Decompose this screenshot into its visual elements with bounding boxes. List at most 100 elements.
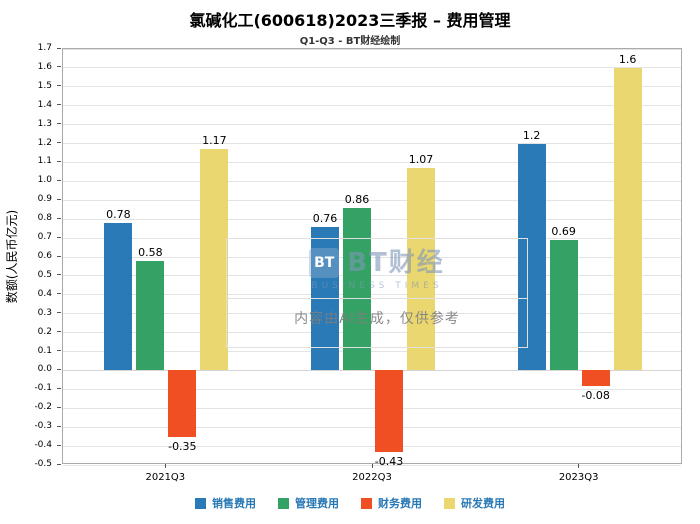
gridline <box>63 86 681 88</box>
watermark-brand-row: BT BT财经 <box>309 248 445 278</box>
legend-label-selling-expense: 销售费用 <box>212 497 256 510</box>
y-tick-label: 1.0 <box>37 175 52 186</box>
legend-item-finance-expense: 财务费用 <box>361 495 422 511</box>
legend-item-admin-expense: 管理费用 <box>278 495 339 511</box>
x-tick-label: 2023Q3 <box>558 472 599 483</box>
bar-rd-expense-2022Q3 <box>407 168 435 371</box>
y-tick-label: 1.6 <box>37 61 52 72</box>
y-tick-mark <box>57 142 61 144</box>
y-tick-label: 0.8 <box>37 213 52 224</box>
legend: 销售费用 管理费用 财务费用 研发费用 <box>0 495 700 511</box>
plot-area: 0.78 0.58 -0.35 1.17 0.76 0.86 -0.43 1.07 1.2 0.6… <box>62 48 682 468</box>
legend-swatch-admin-expense <box>278 497 289 509</box>
legend-label-rd-expense: 研发费用 <box>461 497 505 510</box>
y-tick-mark <box>57 217 61 219</box>
gridline <box>63 313 681 315</box>
y-tick-mark <box>57 236 61 238</box>
watermark-disclaimer: 内容由AI生成，仅供参考 <box>227 298 527 328</box>
bar-selling-expense-2023Q3 <box>517 143 546 371</box>
x-tick-label: 2021Q3 <box>145 472 186 483</box>
bar-admin-expense-2022Q3 <box>343 207 371 371</box>
y-tick-mark <box>57 444 61 446</box>
gridline <box>63 218 681 220</box>
y-tick-label: 1.5 <box>37 80 52 91</box>
bar-value-label: 0.86 <box>344 192 370 206</box>
gridline <box>63 369 681 371</box>
y-tick-mark <box>57 368 61 370</box>
y-tick-mark <box>57 66 61 68</box>
y-tick-label: 0.5 <box>37 269 52 280</box>
gridline <box>63 294 681 296</box>
y-tick-mark <box>57 406 61 408</box>
y-tick-label: 0.7 <box>37 232 52 243</box>
y-tick-mark <box>57 47 61 49</box>
y-tick-label: 0.6 <box>37 251 52 261</box>
y-tick-mark <box>57 85 61 87</box>
bar-selling-expense-2021Q3 <box>104 222 133 371</box>
gridline <box>63 388 681 390</box>
y-tick-mark <box>57 123 61 125</box>
y-tick-mark <box>57 331 61 333</box>
gridline <box>63 161 681 163</box>
bar-value-label: 1.17 <box>202 134 227 148</box>
bar-value-label: -0.43 <box>374 454 404 468</box>
y-tick-mark <box>57 425 61 427</box>
y-tick-label: -0.2 <box>34 402 52 413</box>
y-tick-label: 1.7 <box>37 43 52 53</box>
gridline <box>63 426 681 428</box>
legend-swatch-rd-expense <box>444 497 455 509</box>
bar-value-label: 1.07 <box>408 153 434 167</box>
y-tick-label: -0.1 <box>34 383 52 394</box>
y-tick-mark <box>57 387 61 389</box>
bar-value-label: 1.6 <box>618 52 637 66</box>
gridline <box>63 332 681 334</box>
bar-rd-expense-2023Q3 <box>613 67 642 371</box>
y-tick-label: -0.5 <box>34 459 52 469</box>
bar-value-label: 0.69 <box>551 224 576 238</box>
gridline <box>63 180 681 182</box>
y-tick-mark <box>57 179 61 181</box>
bar-rd-expense-2021Q3 <box>200 149 229 371</box>
watermark-brand-text: BT财经 <box>347 248 445 278</box>
bar-value-label: 1.2 <box>522 128 541 142</box>
gridline <box>63 124 681 126</box>
bar-value-label: -0.35 <box>168 439 197 453</box>
chart-title: 氯碱化工(600618)2023三季报 – 费用管理 <box>189 11 511 30</box>
legend-item-rd-expense: 研发费用 <box>444 495 505 511</box>
y-tick-mark <box>57 198 61 200</box>
y-axis-ticks: -0.5 -0.4 -0.3 -0.2 -0.1 0.0 0.1 0.2 0.3 0.4 0.5 0.… <box>0 43 62 469</box>
gridline <box>63 445 681 447</box>
gridline <box>63 351 681 353</box>
bar-finance-expense-2022Q3 <box>375 370 403 452</box>
y-tick-label: 1.4 <box>37 99 52 110</box>
y-tick-mark <box>57 293 61 295</box>
x-axis-ticks: 2021Q3 2022Q3 2023Q3 <box>62 464 682 488</box>
y-tick-label: 0.3 <box>37 307 52 318</box>
y-tick-label: 1.2 <box>37 137 52 148</box>
y-tick-label: 1.3 <box>37 118 52 129</box>
legend-swatch-finance-expense <box>361 497 372 509</box>
gridline <box>63 48 681 50</box>
y-tick-label: 0.0 <box>37 364 52 375</box>
x-tick-mark <box>578 464 580 468</box>
gridline <box>63 199 681 201</box>
y-tick-label: 0.2 <box>37 326 52 337</box>
bar-admin-expense-2021Q3 <box>136 260 165 371</box>
bar-value-label: 0.78 <box>106 207 131 221</box>
y-tick-label: -0.4 <box>34 440 52 451</box>
y-tick-mark <box>57 255 61 257</box>
bar-admin-expense-2023Q3 <box>549 239 578 371</box>
y-tick-label: 0.4 <box>37 288 52 299</box>
y-tick-mark <box>57 463 61 465</box>
x-tick-mark <box>371 464 373 468</box>
gridline <box>63 67 681 69</box>
gridline <box>63 256 681 258</box>
chart-subtitle: Q1-Q3 - BT财经绘制 <box>299 36 401 47</box>
y-tick-mark <box>57 350 61 352</box>
bar-value-label: 0.76 <box>312 211 338 225</box>
gridline <box>63 407 681 409</box>
x-tick-mark <box>164 464 166 468</box>
bar-value-label: -0.08 <box>581 388 610 402</box>
legend-label-finance-expense: 财务费用 <box>378 497 422 510</box>
gridline <box>63 105 681 107</box>
